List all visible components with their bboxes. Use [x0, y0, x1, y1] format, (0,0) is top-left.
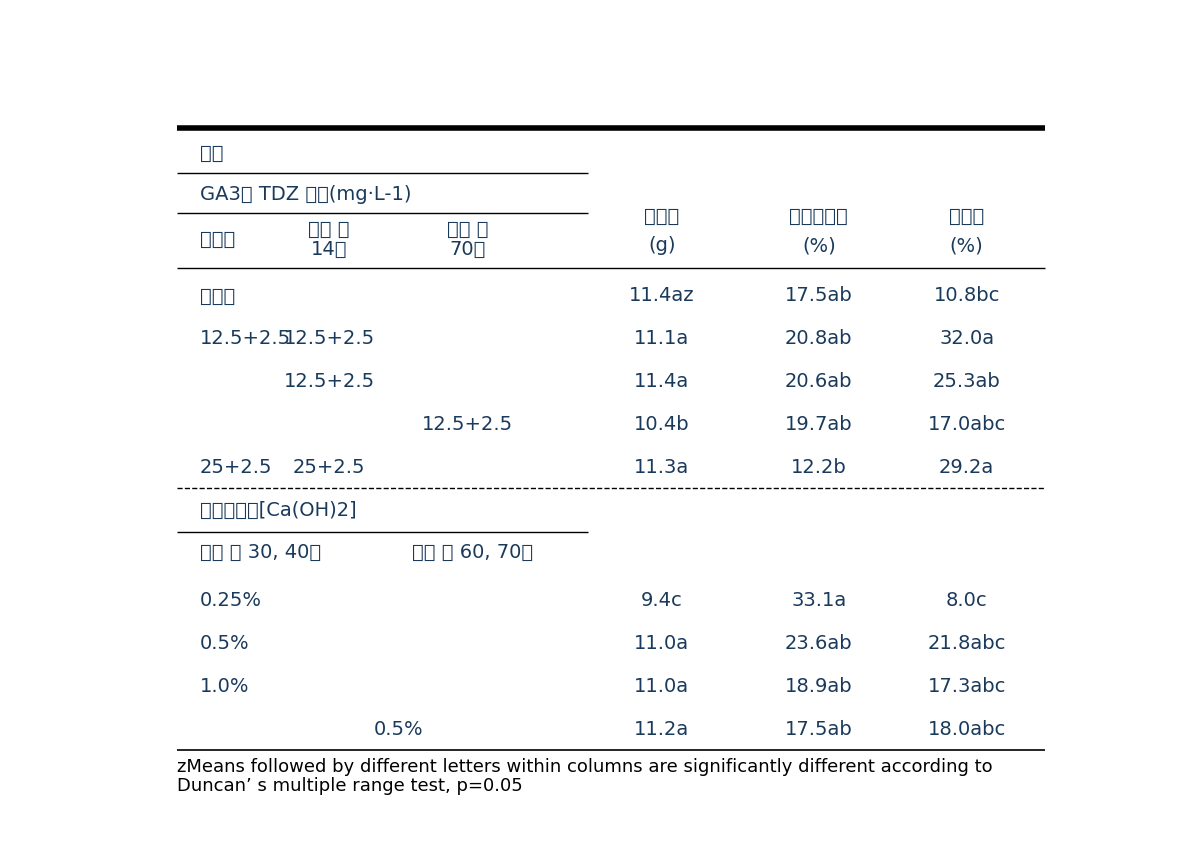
Text: 만개기: 만개기: [200, 230, 235, 249]
Text: 18.0abc: 18.0abc: [927, 720, 1006, 739]
Text: 19.7ab: 19.7ab: [786, 415, 852, 434]
Text: 29.2a: 29.2a: [939, 457, 994, 477]
Text: 무처리: 무처리: [200, 286, 235, 306]
Text: 17.0abc: 17.0abc: [927, 415, 1006, 434]
Text: 8.0c: 8.0c: [945, 590, 987, 609]
Text: 11.0a: 11.0a: [634, 677, 689, 696]
Text: 12.2b: 12.2b: [790, 457, 846, 477]
Text: 12.5+2.5: 12.5+2.5: [284, 372, 374, 391]
Text: 25+2.5: 25+2.5: [200, 457, 272, 477]
Text: 0.5%: 0.5%: [200, 634, 249, 653]
Text: 만개 후 60, 70일: 만개 후 60, 70일: [412, 542, 533, 562]
Text: 17.5ab: 17.5ab: [784, 286, 852, 306]
Text: 18.9ab: 18.9ab: [786, 677, 852, 696]
Text: 25+2.5: 25+2.5: [293, 457, 366, 477]
Text: 수산화칼슈[Ca(OH)2]: 수산화칼슈[Ca(OH)2]: [200, 501, 356, 520]
Text: 11.4az: 11.4az: [629, 286, 695, 306]
Text: 열과율: 열과율: [949, 207, 985, 226]
Text: 만개 후: 만개 후: [309, 220, 350, 240]
Text: 23.6ab: 23.6ab: [786, 634, 852, 653]
Text: 12.5+2.5: 12.5+2.5: [422, 415, 514, 434]
Text: 0.5%: 0.5%: [373, 720, 423, 739]
Text: 25.3ab: 25.3ab: [932, 372, 1000, 391]
Text: 20.6ab: 20.6ab: [786, 372, 852, 391]
Text: 만개 후 30, 40일: 만개 후 30, 40일: [200, 542, 321, 562]
Text: 20.8ab: 20.8ab: [786, 329, 852, 348]
Text: 21.8abc: 21.8abc: [927, 634, 1006, 653]
Text: 14일: 14일: [311, 240, 347, 260]
Text: 11.3a: 11.3a: [634, 457, 689, 477]
Text: 11.0a: 11.0a: [634, 634, 689, 653]
Text: 12.5+2.5: 12.5+2.5: [200, 329, 291, 348]
Text: 1.0%: 1.0%: [200, 677, 249, 696]
Text: 무른과립율: 무른과립율: [789, 207, 849, 226]
Text: Duncan’ s multiple range test, p=0.05: Duncan’ s multiple range test, p=0.05: [176, 777, 522, 795]
Text: 17.3abc: 17.3abc: [927, 677, 1006, 696]
Text: 11.4a: 11.4a: [634, 372, 689, 391]
Text: 처리: 처리: [200, 143, 223, 162]
Text: 과립중: 과립중: [644, 207, 679, 226]
Text: 32.0a: 32.0a: [939, 329, 994, 348]
Text: 0.25%: 0.25%: [200, 590, 262, 609]
Text: 12.5+2.5: 12.5+2.5: [284, 329, 374, 348]
Text: 9.4c: 9.4c: [641, 590, 683, 609]
Text: 33.1a: 33.1a: [791, 590, 846, 609]
Text: 10.8bc: 10.8bc: [933, 286, 1000, 306]
Text: 70일: 70일: [449, 240, 486, 260]
Text: 17.5ab: 17.5ab: [784, 720, 852, 739]
Text: 11.1a: 11.1a: [634, 329, 689, 348]
Text: zMeans followed by different letters within columns are significantly different : zMeans followed by different letters wit…: [176, 758, 992, 775]
Text: 10.4b: 10.4b: [634, 415, 689, 434]
Text: 만개 후: 만개 후: [447, 220, 489, 240]
Text: (%): (%): [802, 236, 836, 255]
Text: 11.2a: 11.2a: [634, 720, 689, 739]
Text: (%): (%): [950, 236, 983, 255]
Text: GA3및 TDZ 혼용(mg·L-1): GA3및 TDZ 혼용(mg·L-1): [200, 185, 411, 204]
Text: (g): (g): [648, 236, 676, 255]
